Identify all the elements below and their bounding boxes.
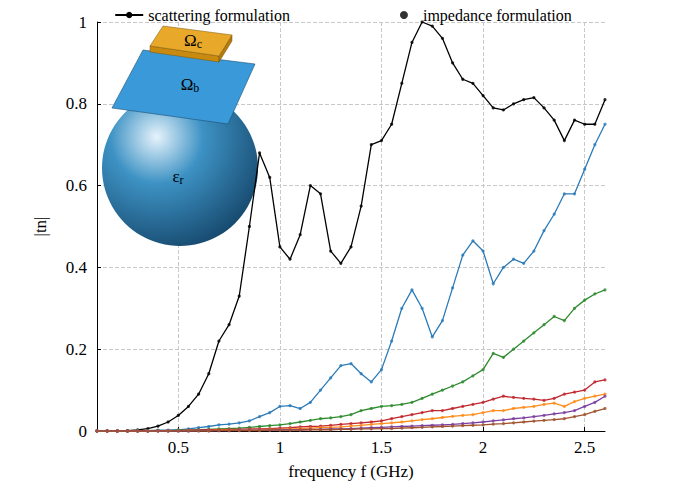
svg-text:scattering formulation: scattering formulation xyxy=(148,7,290,25)
svg-text:0.2: 0.2 xyxy=(66,340,87,359)
svg-text:impedance formulation: impedance formulation xyxy=(423,7,572,25)
svg-text:0.8: 0.8 xyxy=(66,94,87,113)
svg-text:frequency f (GHz): frequency f (GHz) xyxy=(288,462,414,481)
svg-text:c: c xyxy=(197,37,202,51)
svg-text:0.5: 0.5 xyxy=(168,438,189,457)
svg-text:|tn|: |tn| xyxy=(31,216,50,236)
svg-text:2.5: 2.5 xyxy=(574,438,595,457)
svg-text:r: r xyxy=(180,173,184,187)
svg-text:1: 1 xyxy=(276,438,285,457)
svg-text:2: 2 xyxy=(479,438,488,457)
svg-text:0.4: 0.4 xyxy=(66,258,88,277)
svg-text:Ω: Ω xyxy=(184,31,197,50)
svg-text:ε: ε xyxy=(172,167,179,186)
svg-text:0.6: 0.6 xyxy=(66,176,87,195)
svg-text:Ω: Ω xyxy=(181,75,194,94)
svg-text:1.5: 1.5 xyxy=(371,438,392,457)
svg-text:0: 0 xyxy=(79,422,88,441)
svg-text:1: 1 xyxy=(79,13,88,32)
svg-text:b: b xyxy=(193,81,199,95)
